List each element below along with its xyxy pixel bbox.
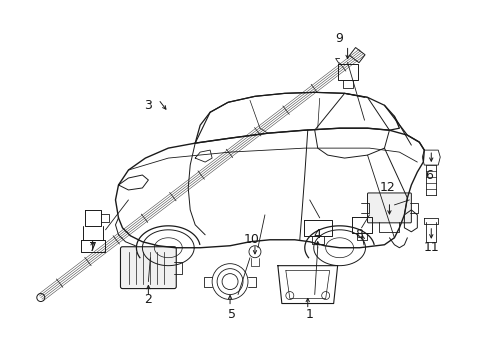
Text: 1: 1 bbox=[305, 308, 313, 321]
FancyBboxPatch shape bbox=[120, 247, 176, 289]
Text: 12: 12 bbox=[379, 181, 394, 194]
Text: 3: 3 bbox=[144, 99, 152, 112]
Text: 8: 8 bbox=[355, 228, 363, 241]
Bar bbox=[349, 48, 365, 63]
Text: 11: 11 bbox=[423, 241, 438, 254]
Circle shape bbox=[248, 246, 261, 258]
Text: 7: 7 bbox=[88, 241, 97, 254]
Text: 2: 2 bbox=[144, 293, 152, 306]
Text: 4: 4 bbox=[313, 228, 321, 241]
FancyBboxPatch shape bbox=[367, 193, 410, 223]
Text: 9: 9 bbox=[335, 32, 343, 45]
Text: 6: 6 bbox=[425, 168, 432, 181]
Text: 10: 10 bbox=[244, 233, 260, 246]
Text: 5: 5 bbox=[227, 308, 236, 321]
Circle shape bbox=[37, 293, 45, 302]
